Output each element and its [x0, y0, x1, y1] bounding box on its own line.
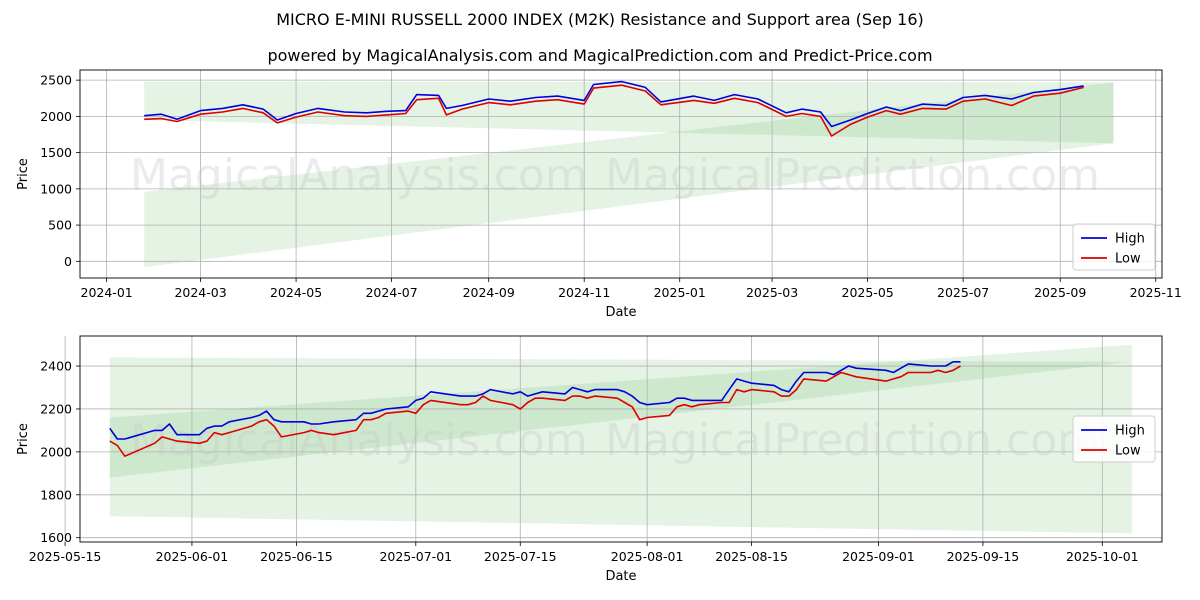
watermark-right: MagicalPrediction.com [605, 150, 1100, 201]
x-tick-label: 2025-01 [654, 285, 706, 300]
chart-title: MICRO E-MINI RUSSELL 2000 INDEX (M2K) Re… [276, 10, 924, 29]
y-tick-label: 1800 [40, 487, 72, 502]
legend: High Low [1072, 223, 1156, 271]
y-tick-label: 2200 [40, 401, 72, 416]
x-tick-label: 2025-06-01 [156, 549, 229, 564]
plot-frame [79, 69, 1163, 279]
x-tick-label: 2025-10-01 [1066, 549, 1139, 564]
chart-subtitle: powered by MagicalAnalysis.com and Magic… [267, 46, 933, 65]
x-tick-label: 2024-03 [174, 285, 226, 300]
y-tick-label: 2400 [40, 359, 72, 374]
y-tick-label: 500 [48, 218, 72, 233]
x-tick-label: 2024-05 [270, 285, 322, 300]
legend-label-low: Low [1115, 252, 1141, 267]
x-tick-label: 2024-09 [463, 285, 515, 300]
y-tick-label: 2000 [40, 109, 72, 124]
legend: High Low [1072, 415, 1156, 463]
x-tick-label: 2024-01 [81, 285, 133, 300]
legend-label-high: High [1115, 232, 1145, 247]
y-tick-label: 2500 [40, 73, 72, 88]
x-tick-label: 2025-09-15 [947, 549, 1020, 564]
x-tick-label: 2025-08-01 [611, 549, 684, 564]
watermark-left: MagicalAnalysis.com [130, 150, 588, 201]
x-tick-label: 2025-05 [842, 285, 894, 300]
x-tick-label: 2025-09 [1034, 285, 1086, 300]
x-tick-label: 2025-09-01 [842, 549, 915, 564]
y-tick-label: 1000 [40, 181, 72, 196]
y-tick-label: 0 [64, 254, 72, 269]
x-tick-label: 2025-05-15 [29, 549, 102, 564]
x-tick-label: 2025-11 [1130, 285, 1182, 300]
x-axis-label: Date [605, 305, 636, 320]
y-tick-label: 2000 [40, 444, 72, 459]
series-line-low [144, 84, 1084, 137]
chart-panel-1: 2024-01 2024-03 2024-05 2024-07 2024-09 2024-… [16, 69, 1182, 320]
watermark-left: MagicalAnalysis.com [130, 415, 588, 466]
y-axis-label: Price [16, 158, 31, 190]
series-line-low [109, 365, 961, 458]
x-tick-label: 2025-07-15 [484, 549, 557, 564]
x-tick-label: 2025-07-01 [379, 549, 452, 564]
x-tick-label: 2025-07 [937, 285, 989, 300]
series-line-high [144, 80, 1084, 128]
series-line-high [109, 360, 961, 440]
plot-frame [79, 335, 1163, 543]
chart-panel-2: 2025-05-15 2025-06-01 2025-06-15 2025-07-01… [16, 335, 1163, 584]
support-resistance-band [144, 82, 1114, 268]
x-tick-label: 2024-11 [558, 285, 610, 300]
support-resistance-band [109, 357, 1133, 534]
legend-label-low: Low [1115, 444, 1141, 459]
x-axis-label: Date [605, 569, 636, 584]
y-axis-label: Price [16, 423, 31, 455]
support-resistance-band [144, 81, 1114, 144]
x-tick-label: 2025-08-15 [715, 549, 788, 564]
y-tick-label: 1600 [40, 530, 72, 545]
x-tick-label: 2024-07 [365, 285, 417, 300]
x-tick-label: 2025-03 [746, 285, 798, 300]
watermark-right: MagicalPrediction.com [605, 415, 1100, 466]
x-tick-label: 2025-06-15 [260, 549, 333, 564]
support-resistance-band [109, 344, 1133, 478]
y-tick-label: 1500 [40, 145, 72, 160]
legend-label-high: High [1115, 424, 1145, 439]
